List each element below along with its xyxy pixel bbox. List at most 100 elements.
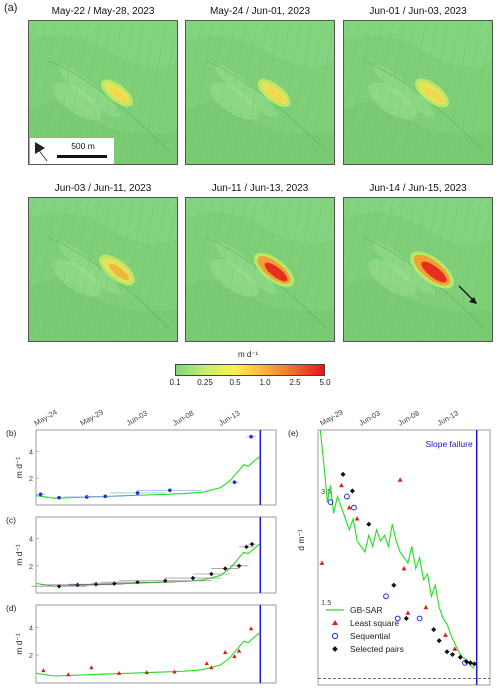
selected-point bbox=[391, 582, 397, 588]
map-title: Jun-14 / Jun-15, 2023 bbox=[369, 183, 467, 194]
selected-point bbox=[190, 575, 196, 581]
legend-entry: GB-SAR bbox=[350, 605, 383, 615]
selected-point bbox=[209, 571, 214, 577]
y-tick-label: 2 bbox=[29, 562, 33, 571]
least-square-point bbox=[354, 516, 360, 521]
sequential-point bbox=[383, 593, 389, 600]
selected-point bbox=[444, 649, 450, 655]
x-tick-label: Jun-13 bbox=[217, 408, 241, 427]
chart-frame bbox=[35, 604, 277, 684]
least-square-point bbox=[443, 632, 448, 637]
least-square-point bbox=[346, 505, 352, 510]
colorbar-unit: m d⁻¹ bbox=[238, 350, 259, 359]
scale-bar-label: 500 m bbox=[71, 141, 95, 151]
y-tick-label: 2 bbox=[29, 651, 33, 660]
selected-point bbox=[449, 651, 456, 658]
least-square-point bbox=[41, 668, 46, 673]
colorbar-tick: 0.1 bbox=[169, 378, 181, 387]
gbsar-line bbox=[35, 632, 260, 677]
y-tick-label: 4 bbox=[29, 535, 33, 544]
slope-failure-label: Slope failure bbox=[425, 439, 473, 449]
selected-point bbox=[457, 654, 463, 660]
y-tick-label: 1.5 bbox=[321, 598, 331, 607]
map-title: May-22 / May-28, 2023 bbox=[51, 6, 155, 17]
selected-point bbox=[436, 638, 442, 644]
velocity-map bbox=[343, 20, 493, 165]
sequential-point bbox=[38, 492, 43, 497]
selected-point bbox=[249, 541, 255, 547]
velocity-map: 500 m bbox=[28, 20, 178, 165]
velocity-map bbox=[185, 197, 335, 342]
least-square-point bbox=[172, 669, 177, 674]
gbsar-line-e bbox=[319, 429, 475, 669]
chart-frame bbox=[35, 429, 277, 506]
legend-swatch bbox=[331, 632, 339, 640]
selected-point bbox=[349, 488, 355, 494]
least-square-point bbox=[223, 649, 228, 654]
least-square-point bbox=[339, 482, 344, 488]
least-square-point bbox=[423, 604, 429, 610]
chart-frame bbox=[35, 516, 277, 594]
sequential-point bbox=[327, 499, 334, 505]
least-square-point bbox=[405, 610, 411, 615]
x-tick-label: May-29 bbox=[79, 407, 105, 427]
sequential-point bbox=[416, 615, 423, 622]
colorbar bbox=[175, 364, 325, 376]
y-axis-label: m d⁻¹ bbox=[14, 544, 24, 566]
map-title: Jun-03 / Jun-11, 2023 bbox=[54, 183, 152, 194]
least-square-point bbox=[209, 665, 214, 670]
selected-point bbox=[162, 578, 168, 584]
least-square-point bbox=[116, 670, 122, 675]
y-tick-label: 4 bbox=[29, 623, 33, 632]
panel-label-e: (e) bbox=[288, 428, 299, 438]
least-square-point bbox=[452, 646, 458, 651]
sequential-point bbox=[344, 493, 350, 500]
y-axis-label: m d⁻¹ bbox=[14, 457, 24, 479]
y-tick-label: 2 bbox=[29, 474, 33, 483]
panel-label: (d) bbox=[6, 603, 17, 613]
selected-point bbox=[431, 627, 437, 633]
y-tick-label: 4 bbox=[29, 447, 33, 456]
colorbar-ticks: 0.1 0.25 0.5 1.0 2.5 5.0 bbox=[169, 378, 330, 390]
sequential-point bbox=[351, 504, 357, 511]
selected-point bbox=[471, 661, 477, 667]
least-square-point bbox=[204, 661, 209, 666]
selected-point bbox=[340, 471, 346, 477]
least-square-point bbox=[401, 565, 407, 571]
selected-point bbox=[403, 615, 409, 622]
x-tick-label: Jun-08 bbox=[397, 408, 421, 427]
selected-point bbox=[366, 521, 372, 527]
selected-point bbox=[236, 563, 242, 569]
colorbar-tick: 1.0 bbox=[259, 378, 271, 387]
sequential-point bbox=[84, 495, 89, 499]
x-tick-label: Jun-13 bbox=[436, 408, 460, 427]
colorbar-tick: 5.0 bbox=[319, 378, 331, 387]
sequential-point bbox=[103, 494, 108, 499]
selected-point bbox=[244, 544, 249, 550]
chart-frame-e bbox=[317, 429, 491, 686]
legend-entry: Sequential bbox=[350, 631, 390, 641]
least-square-point bbox=[66, 672, 71, 677]
selected-point bbox=[467, 660, 474, 666]
gbsar-line bbox=[35, 456, 260, 499]
least-square-point bbox=[232, 654, 237, 659]
legend-swatch bbox=[332, 646, 338, 652]
sequential-point bbox=[168, 488, 172, 493]
map-title: Jun-01 / Jun-03, 2023 bbox=[369, 6, 467, 17]
sequential-point bbox=[249, 434, 253, 439]
colorbar-tick: 0.5 bbox=[229, 378, 241, 387]
gbsar-line bbox=[35, 543, 260, 587]
x-tick-label: Jun-03 bbox=[125, 408, 149, 427]
map-title: May-24 / Jun-01, 2023 bbox=[209, 6, 311, 17]
sequential-point bbox=[394, 615, 401, 622]
colorbar-tick: 0.25 bbox=[197, 378, 213, 387]
legend-entry: Least square bbox=[350, 618, 399, 628]
x-tick-label: May-29 bbox=[318, 407, 344, 427]
sequential-point bbox=[57, 495, 61, 500]
least-square-point bbox=[319, 560, 325, 565]
least-square-point bbox=[397, 477, 403, 482]
time-series-charts: (b) m d⁻¹ 2 4 May-24 May-29 Jun-03 Jun-08 Jun-13… bbox=[6, 407, 491, 686]
colorbar-tick: 2.5 bbox=[289, 378, 301, 387]
least-square-point bbox=[89, 665, 94, 670]
least-square-point bbox=[236, 648, 242, 653]
